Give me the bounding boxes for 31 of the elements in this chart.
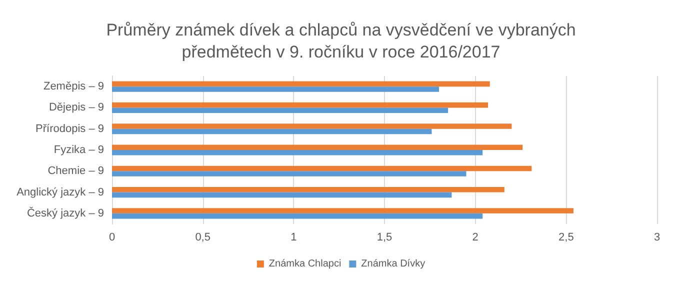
bar — [112, 81, 490, 87]
bar — [112, 187, 504, 192]
x-tick-label: 1,5 — [376, 232, 392, 244]
bar — [112, 102, 488, 108]
x-tick-label: 3 — [654, 232, 660, 244]
bar — [112, 171, 466, 176]
y-tick-label: Český jazyk – 9 — [26, 206, 104, 220]
x-tick-label: 0 — [108, 232, 116, 244]
y-tick-label: Chemie – 9 — [48, 165, 104, 178]
y-tick-label: Zeměpis – 9 — [43, 80, 104, 93]
x-tick-label: 2 — [472, 232, 478, 244]
y-tick-label: Fyzika – 9 — [54, 144, 104, 156]
bar — [112, 128, 432, 134]
bar — [112, 192, 452, 198]
bar — [112, 208, 574, 214]
bar — [112, 124, 512, 129]
y-tick-label: Anglický jazyk – 9 — [16, 186, 104, 198]
legend-label: Známka Dívky — [361, 258, 426, 270]
x-tick-label: 1 — [290, 232, 297, 244]
y-tick-label: Dějepis – 9 — [48, 102, 104, 114]
y-tick-label: Přírodopis – 9 — [36, 122, 104, 135]
x-tick-label: 0,5 — [195, 232, 210, 244]
bar — [112, 166, 532, 172]
chart-title: Průměry známek dívek a chlapců na vysvědčení ve vybraných předmětech v 9. ročníku v roce 2016/2017 — [106, 20, 576, 62]
bar — [112, 150, 483, 156]
x-tick-label: 2,5 — [558, 232, 574, 244]
bar — [112, 144, 523, 150]
bar — [112, 213, 483, 219]
bar — [112, 108, 448, 113]
bar — [112, 86, 439, 92]
legend-label: Známka Chlapci — [268, 258, 342, 270]
